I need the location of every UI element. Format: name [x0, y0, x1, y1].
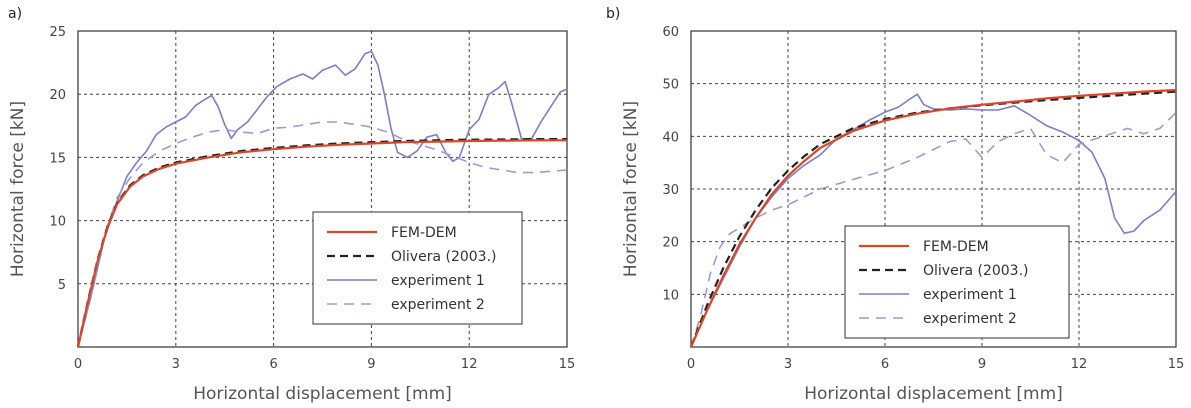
y-tick-label: 5: [58, 278, 66, 293]
x-tick-label: 15: [559, 357, 576, 372]
series-line-experiment-1: [77, 50, 568, 348]
y-tick-label: 40: [662, 130, 679, 145]
panel-label-a: a): [8, 6, 22, 22]
y-axis-title: Horizontal force [kN]: [621, 101, 641, 277]
x-axis-title: Horizontal displacement [mm]: [804, 384, 1063, 404]
x-axis-title: Horizontal displacement [mm]: [193, 384, 452, 404]
x-tick-label: 0: [74, 357, 82, 372]
legend-label: Olivera (2003.): [391, 249, 497, 265]
panel-label-b: b): [606, 6, 620, 22]
y-tick-label: 10: [49, 215, 66, 230]
x-tick-label: 9: [367, 357, 375, 372]
x-tick-label: 9: [978, 357, 986, 372]
plot-frame: [690, 30, 1177, 348]
y-tick-label: 15: [49, 151, 66, 166]
legend-label: experiment 2: [391, 297, 485, 313]
series-line-fem-dem: [76, 139, 567, 348]
legend-label: experiment 1: [923, 287, 1017, 303]
y-tick-label: 20: [49, 88, 66, 103]
chart-a-svg: a) 0 3 6 9 12 15 5 10 15 20 25 Horizontal displaceme…: [8, 6, 576, 404]
x-tick-label: 3: [172, 357, 180, 372]
x-tick-label: 6: [881, 357, 889, 372]
legend-box: [844, 225, 1070, 339]
legend-label: experiment 1: [391, 273, 485, 289]
series-line-fem-dem: [689, 88, 1177, 348]
plot-frame: [77, 30, 568, 348]
x-tick-label: 12: [1071, 357, 1088, 372]
x-tick-label: 3: [784, 357, 792, 372]
y-tick-label: 30: [662, 183, 679, 198]
y-tick-label: 60: [662, 25, 679, 40]
y-tick-label: 50: [662, 78, 679, 93]
legend-label: FEM-DEM: [391, 225, 457, 241]
y-tick-label: 10: [662, 288, 679, 303]
series-line-experiment-1: [690, 93, 1177, 348]
legend-label: FEM-DEM: [923, 239, 989, 255]
legend-label: experiment 2: [923, 311, 1017, 327]
x-tick-label: 15: [1168, 357, 1185, 372]
series-line-experiment-2: [690, 112, 1177, 348]
legend-box: [312, 211, 523, 325]
chart-panel-a: a) 0 3 6 9 12 15 5 10 15 20 25 Horizontal displaceme…: [0, 0, 590, 408]
series-line-experiment-2: [77, 121, 568, 348]
legend-label: Olivera (2003.): [923, 263, 1029, 279]
x-tick-label: 6: [269, 357, 277, 372]
chart-b-svg: b) 0 3 6 9 12 15 10 20 30 40 50 60 Horizontal displac…: [606, 6, 1185, 404]
x-tick-label: 0: [687, 357, 695, 372]
chart-panel-b: b) 0 3 6 9 12 15 10 20 30 40 50 60 Horizontal displac…: [600, 0, 1191, 408]
y-tick-label: 20: [662, 236, 679, 251]
y-axis-title: Horizontal force [kN]: [8, 101, 28, 277]
x-tick-label: 12: [461, 357, 478, 372]
y-tick-label: 25: [49, 25, 66, 40]
